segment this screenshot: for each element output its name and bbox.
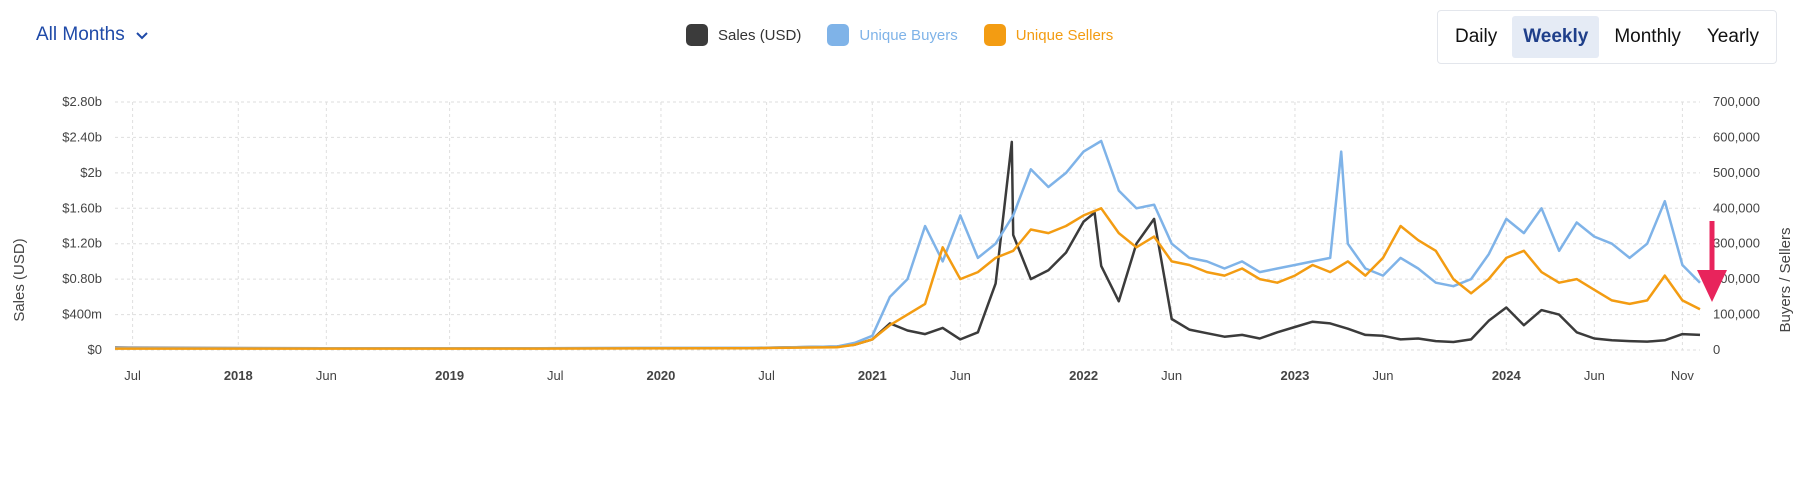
x-tick-label: Nov (1671, 368, 1695, 383)
months-filter-label: All Months (36, 24, 125, 45)
grid-layer (115, 101, 1700, 351)
x-tick-label: 2019 (435, 368, 464, 383)
legend-item-sales[interactable]: Sales (USD) (686, 24, 801, 46)
legend-item-sellers[interactable]: Unique Sellers (983, 24, 1114, 46)
x-tick-label: 2021 (858, 368, 887, 383)
series-line-unique-sellers (115, 207, 1701, 350)
tab-daily[interactable]: Daily (1454, 26, 1498, 47)
x-tick-label: Jun (1584, 368, 1605, 383)
x-tick-label: Jun (950, 368, 971, 383)
months-filter-dropdown[interactable]: All Months (36, 24, 149, 46)
right-tick-label: 200,000 (1713, 271, 1760, 286)
chevron-down-icon (135, 32, 148, 40)
legend-label-buyers: Unique Buyers (859, 26, 958, 44)
left-tick-label: $2.80b (62, 94, 102, 109)
left-tick-label: $1.60b (62, 200, 102, 215)
left-tick-label: $2b (80, 165, 102, 180)
legend-label-sellers: Unique Sellers (1015, 26, 1114, 44)
right-tick-label: 300,000 (1713, 236, 1760, 251)
right-tick-label: 100,000 (1713, 307, 1760, 322)
x-tick-label: Jun (316, 368, 337, 383)
left-tick-label: $2.40b (62, 129, 102, 144)
x-tick-label: Jul (547, 368, 564, 383)
x-tick-label: Jul (758, 368, 775, 383)
tab-yearly[interactable]: Yearly (1706, 26, 1759, 47)
legend-swatch-sales (686, 24, 708, 46)
right-tick-label: 400,000 (1713, 200, 1760, 215)
legend-swatch-buyers (827, 24, 850, 46)
right-axis-title: Buyers / Sellers (1777, 227, 1794, 332)
legend-label-sales: Sales (USD) (718, 26, 802, 44)
interval-tabs: Daily Weekly Monthly Yearly (1436, 10, 1777, 64)
left-axis-ticks: $0 $400m $0.80b $1.20b $1.60b $2b $2.40b $2.80b (62, 94, 102, 357)
tab-weekly[interactable]: Weekly (1512, 16, 1600, 58)
decline-arrow-annotation (1697, 221, 1727, 302)
tab-monthly[interactable]: Monthly (1614, 26, 1681, 47)
left-tick-label: $0 (88, 342, 102, 357)
legend-swatch-sellers (983, 24, 1006, 46)
x-tick-label: 2018 (224, 368, 253, 383)
x-tick-label: 2023 (1280, 368, 1309, 383)
x-tick-label: 2022 (1069, 368, 1098, 383)
left-tick-label: $0.80b (62, 271, 102, 286)
right-axis-ticks: 0 100,000 200,000 300,000 400,000 500,000 600,… (1713, 94, 1760, 357)
right-tick-label: 500,000 (1713, 165, 1760, 180)
series-layer (114, 139, 1701, 350)
sales-buyers-sellers-chart: $0 $400m $0.80b $1.20b $1.60b $2b $2.40b $2.80b… (11, 94, 1794, 383)
right-tick-label: 600,000 (1713, 129, 1760, 144)
left-axis-title: Sales (USD) (11, 238, 28, 321)
left-tick-label: $1.20b (62, 236, 102, 251)
legend-item-buyers[interactable]: Unique Buyers (827, 24, 958, 46)
x-tick-label: Jun (1373, 368, 1394, 383)
right-tick-label: 700,000 (1713, 94, 1760, 109)
chart-legend: Sales (USD) Unique Buyers Unique Sellers (686, 24, 1113, 46)
left-tick-label: $400m (62, 307, 102, 322)
x-tick-label: 2024 (1492, 368, 1522, 383)
series-line-unique-buyers (115, 139, 1701, 350)
x-axis-ticks: Jul 2018 Jun 2019 Jul 2020 Jul 2021 Jun 2022 Jun 20… (124, 368, 1694, 383)
right-tick-label: 0 (1713, 342, 1720, 357)
series-line-sales-usd (114, 140, 1701, 350)
x-tick-label: Jun (1161, 368, 1182, 383)
x-tick-label: 2020 (646, 368, 675, 383)
x-tick-label: Jul (124, 368, 141, 383)
